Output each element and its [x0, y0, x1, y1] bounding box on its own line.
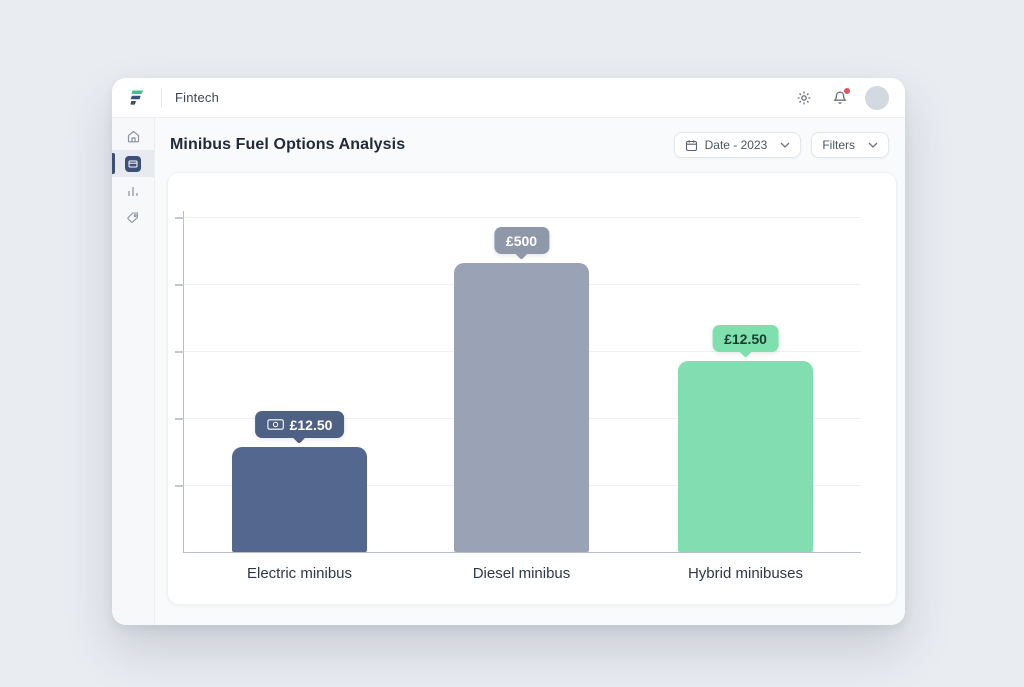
page-title: Minibus Fuel Options Analysis — [170, 136, 406, 153]
filters-button[interactable]: Filters — [811, 132, 889, 158]
bar-3[interactable]: £12.50 — [678, 325, 813, 552]
bar-chart: £12.50 Electric minibus £500 Diesel minibus… — [175, 211, 861, 582]
y-axis-tick — [175, 217, 184, 219]
user-avatar[interactable] — [865, 85, 889, 110]
bar-2[interactable]: £500 — [454, 227, 589, 552]
main-content: Minibus Fuel Options Analysis Date - 202… — [155, 118, 905, 625]
app-window: Fintech — [112, 78, 905, 625]
tooltip-value: £12.50 — [724, 330, 767, 347]
top-bar: Fintech — [112, 78, 905, 118]
bell-icon — [833, 91, 847, 104]
card-icon — [125, 155, 141, 172]
bar-tooltip: £500 — [493, 227, 550, 254]
content-header: Minibus Fuel Options Analysis Date - 202… — [155, 118, 905, 172]
divider — [161, 87, 162, 108]
chevron-down-icon — [868, 142, 878, 148]
bar-tooltip: £12.50 — [254, 411, 345, 438]
x-axis-label: Hybrid minibuses — [687, 565, 804, 582]
date-filter-label: Date - 2023 — [704, 138, 768, 152]
tag-icon — [127, 211, 138, 223]
filters-label: Filters — [822, 138, 855, 152]
tooltip-value: £12.50 — [289, 416, 333, 433]
date-filter-button[interactable]: Date - 2023 — [673, 132, 802, 158]
brand-name: Fintech — [175, 90, 220, 105]
y-axis-tick — [175, 284, 184, 286]
notification-badge — [844, 87, 850, 94]
tooltip-value: £500 — [505, 232, 538, 249]
chart-card: £12.50 Electric minibus £500 Diesel minibus… — [167, 172, 897, 605]
x-axis-label: Diesel minibus — [472, 565, 571, 582]
sidebar-item-tags[interactable] — [112, 204, 154, 231]
bar-1[interactable]: £12.50 — [232, 411, 367, 552]
sidebar — [112, 118, 155, 625]
home-icon — [127, 130, 139, 143]
y-axis-tick — [175, 351, 184, 353]
sidebar-item-analytics[interactable] — [112, 177, 154, 204]
gear-icon — [797, 91, 811, 104]
x-axis-label: Electric minibus — [246, 565, 353, 582]
bar-chart-icon — [128, 186, 138, 196]
y-axis-tick — [175, 418, 184, 420]
settings-button[interactable] — [793, 87, 815, 109]
y-axis-tick — [175, 485, 184, 487]
fintech-logo-icon — [130, 90, 143, 105]
notifications-button[interactable] — [829, 87, 851, 109]
sidebar-item-home[interactable] — [112, 123, 154, 150]
gridline — [184, 217, 861, 218]
calendar-icon — [685, 139, 697, 151]
banknote-icon — [266, 419, 284, 430]
sidebar-item-cards[interactable] — [112, 150, 154, 177]
bar-tooltip: £12.50 — [712, 325, 779, 352]
chevron-down-icon — [780, 142, 790, 148]
